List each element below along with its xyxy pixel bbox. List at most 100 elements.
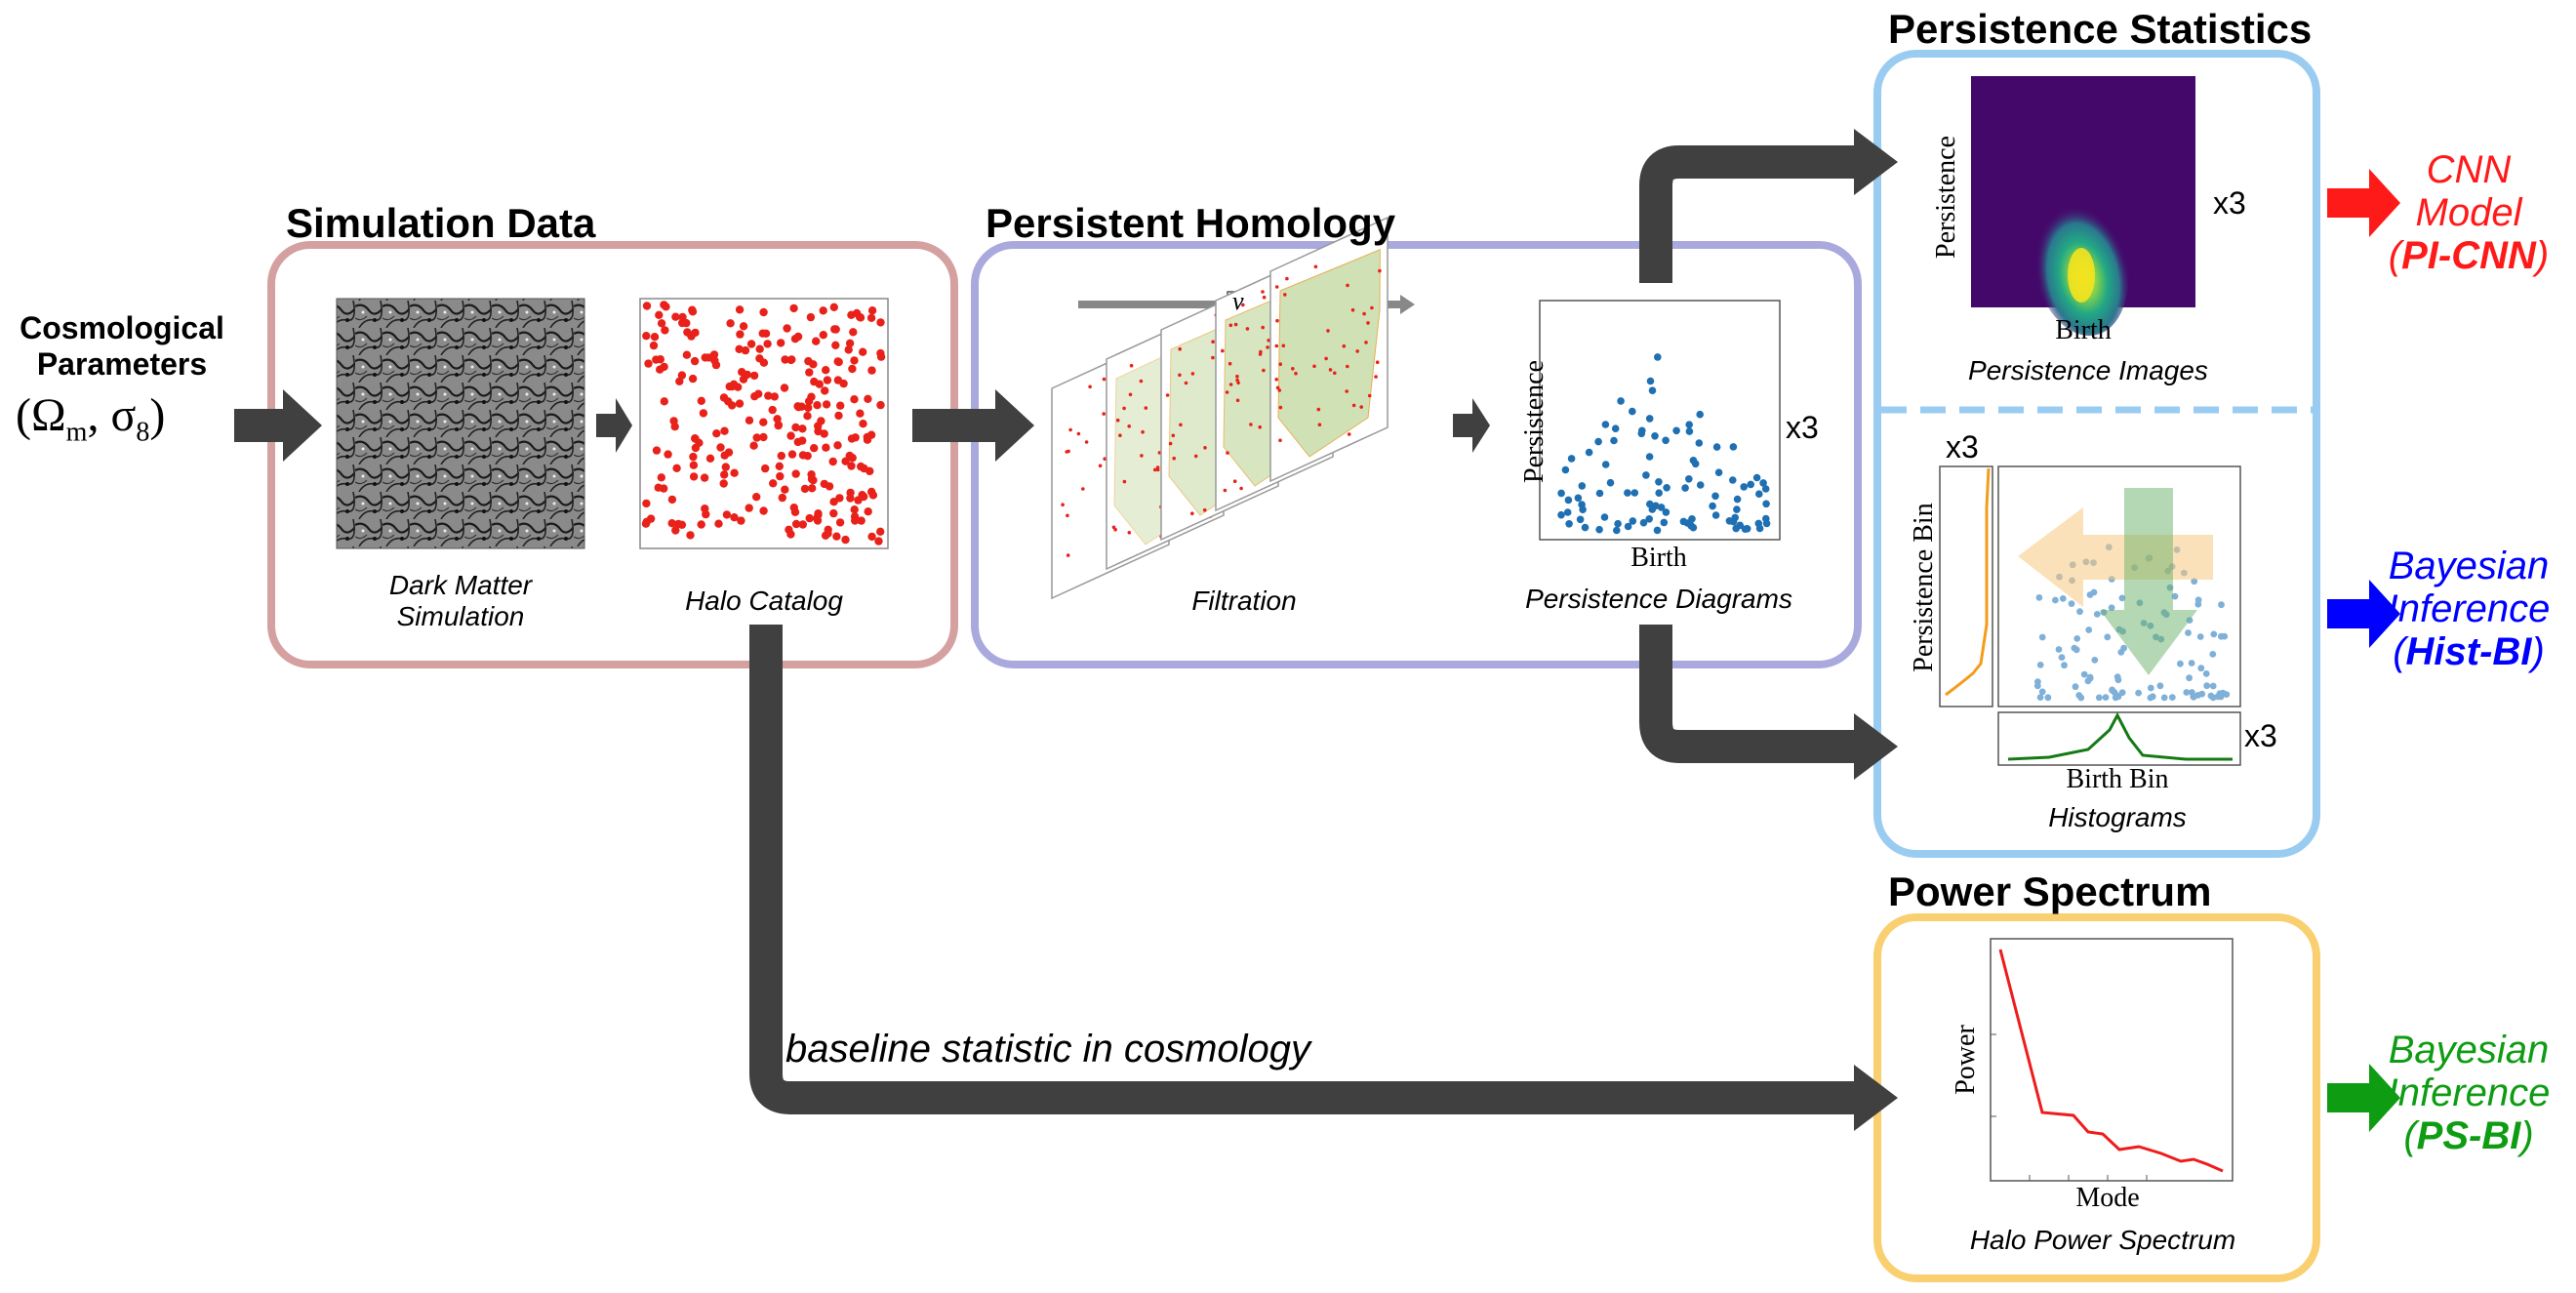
arrow-input [234, 389, 322, 462]
persistence-diagram-points [1557, 353, 1771, 535]
persistence-point [1732, 524, 1740, 533]
halo-point [786, 431, 795, 440]
halo-point [722, 510, 732, 519]
persistence-point [1685, 421, 1693, 429]
output-ps-bold: PS-BI [2416, 1114, 2521, 1157]
histogram-point [2058, 654, 2066, 661]
filtration-point [1088, 384, 1092, 389]
filtration-point [1226, 451, 1229, 455]
halo-point [781, 485, 789, 494]
halo-point [791, 423, 800, 432]
halo-point [876, 348, 885, 358]
histogram-point [2186, 674, 2194, 682]
halo-point [662, 303, 670, 311]
caption-dm-line1: Dark Matter [388, 570, 533, 600]
filtration-point [1066, 553, 1070, 557]
histogram-point [2077, 694, 2085, 702]
halo-point [745, 504, 753, 512]
label-persistence-bin: Persistence Bin [1909, 503, 1939, 672]
filtration-point [1249, 423, 1253, 426]
halo-point [741, 345, 750, 355]
halo-point [874, 537, 883, 545]
output-ps-line2: Inference [2387, 1071, 2551, 1114]
arrow-to-images-head [1854, 129, 1898, 195]
halo-point [808, 484, 817, 493]
halo-point [711, 360, 721, 370]
filtration-point [1351, 403, 1356, 408]
halo-point [867, 487, 876, 497]
halo-point [652, 355, 661, 364]
filtration-point [1235, 374, 1239, 379]
label-pi-x3: x3 [2213, 185, 2246, 221]
persistence-point [1709, 502, 1716, 510]
filtration-point [1098, 464, 1103, 468]
persistence-point [1711, 492, 1719, 501]
arrow-project-down [2100, 488, 2197, 675]
filtration-point [1211, 355, 1215, 360]
halo-point [660, 484, 668, 493]
filtration-point [1084, 440, 1089, 444]
histogram-point [2068, 600, 2075, 607]
persistence-point [1689, 457, 1698, 465]
halo-point [804, 403, 813, 413]
halo-point [761, 464, 770, 473]
halo-point [702, 509, 710, 519]
persistence-point [1712, 443, 1721, 451]
halo-point [720, 470, 729, 479]
halo-point [660, 397, 668, 406]
halo-point [746, 340, 756, 348]
histogram-point [2185, 629, 2192, 636]
halo-point [798, 436, 807, 445]
label-pd-persistence: Persistence [1519, 360, 1550, 483]
input-title-line2: Parameters [36, 346, 208, 382]
halo-point [850, 505, 859, 514]
persistence-point [1754, 519, 1763, 528]
arrow-baseline [749, 625, 1864, 1114]
halo-point [829, 498, 838, 506]
halo-point [691, 328, 700, 338]
persistence-point [1733, 505, 1741, 513]
math-close: ) [149, 389, 166, 441]
histogram-point [2072, 683, 2079, 691]
histogram-point [2207, 692, 2215, 700]
filtration-layer [1269, 216, 1389, 483]
filtration-point [1278, 405, 1283, 410]
histogram-point [2196, 633, 2204, 640]
filtration-point [1277, 388, 1282, 392]
halo-point [847, 462, 856, 470]
halo-point [847, 310, 856, 319]
filtration-point [1278, 438, 1282, 443]
persistence-point [1663, 484, 1670, 492]
persistence-point [1595, 525, 1603, 534]
histogram-point [2055, 646, 2063, 653]
halo-point [789, 504, 798, 512]
persistence-point [1681, 484, 1689, 492]
histogram-point [2183, 689, 2191, 696]
filtration-point [1118, 433, 1122, 438]
filtration-point [1241, 303, 1245, 307]
filtration-point [1274, 285, 1279, 289]
persistence-image [1971, 76, 2195, 337]
halo-point [856, 409, 865, 418]
halo-point [814, 422, 823, 430]
filtration-point [1326, 329, 1330, 333]
filtration-point [1267, 339, 1270, 343]
halo-point [649, 341, 659, 350]
output-hist-close: ) [2531, 630, 2545, 673]
filtration-point [1172, 456, 1176, 461]
halo-point [777, 339, 785, 347]
histogram-point [2086, 591, 2094, 598]
histogram-point [2168, 694, 2176, 701]
persistence-point [1696, 410, 1704, 419]
halo-point [863, 435, 872, 444]
halo-point [829, 303, 838, 311]
persistence-point [1695, 439, 1704, 447]
halo-point [688, 374, 698, 384]
persistence-point [1576, 515, 1585, 524]
halo-point [716, 443, 725, 452]
arrow-filtration-to-diagram [1453, 398, 1490, 453]
halo-point [770, 392, 779, 401]
filtration-point [1345, 389, 1348, 393]
output-ps-open: ( [2403, 1114, 2417, 1157]
halo-point [671, 312, 680, 321]
